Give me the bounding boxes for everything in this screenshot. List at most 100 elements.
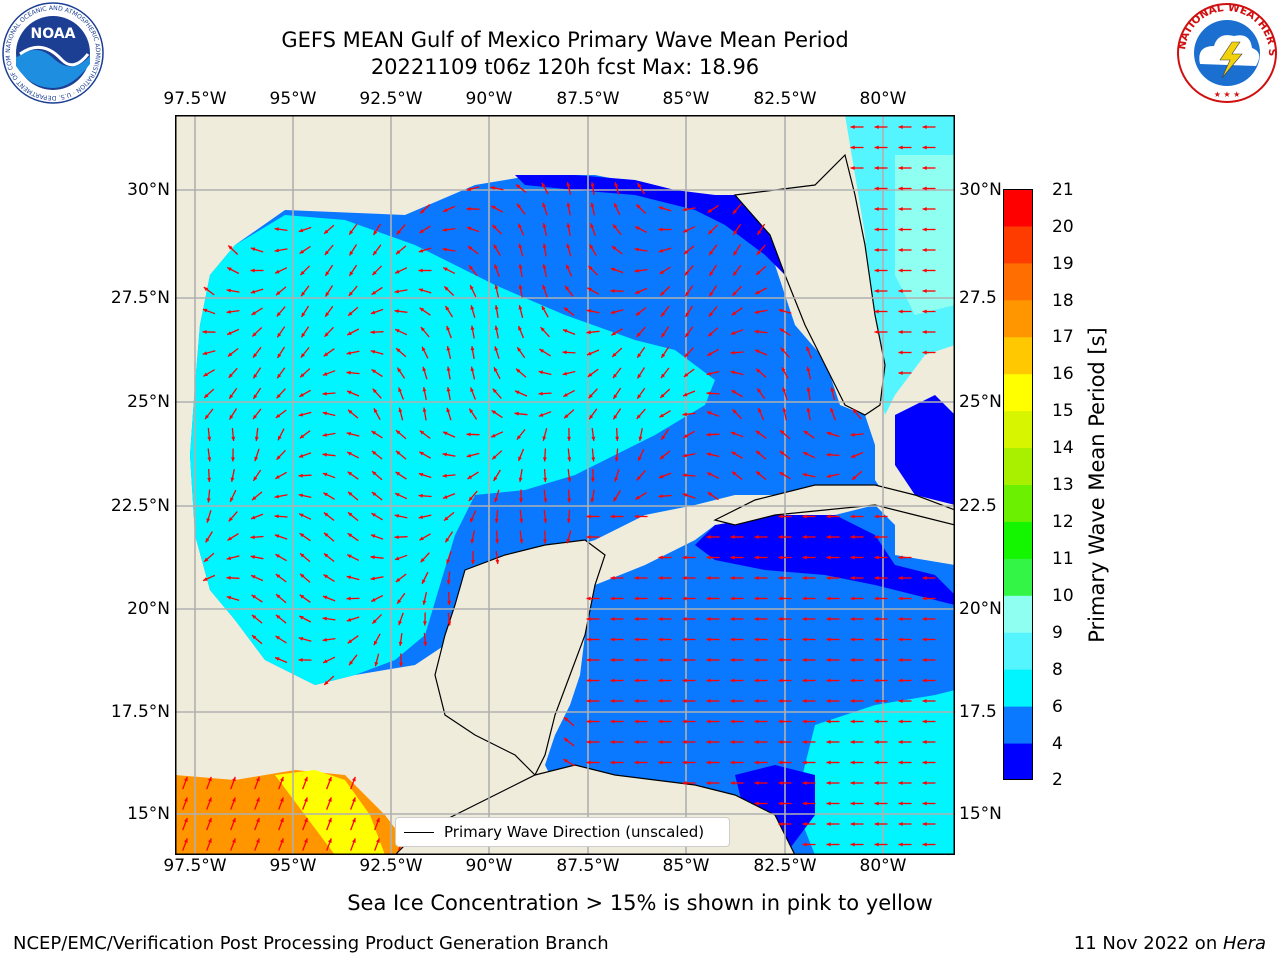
wave-vector-head — [226, 575, 231, 580]
wave-vector-head — [395, 471, 401, 476]
wave-vector-head — [757, 230, 762, 235]
wave-vector-head — [418, 472, 424, 477]
wave-vector-head — [226, 288, 231, 293]
wave-vector-head — [898, 371, 903, 375]
wave-vector-head — [419, 536, 424, 541]
wave-vector-head — [515, 390, 520, 395]
colorbar-segment — [1003, 558, 1033, 596]
wave-vector-head — [518, 305, 523, 310]
wave-vector-head — [494, 346, 499, 351]
wave-vector-head — [227, 267, 232, 272]
wave-vector-head — [922, 207, 927, 211]
wave-vector-head — [322, 433, 327, 437]
wave-vector-head — [347, 452, 352, 456]
wave-vector-head — [850, 555, 855, 560]
wave-vector-head — [610, 760, 615, 765]
wave-vector-head — [300, 353, 305, 358]
wave-vector-head — [706, 452, 712, 457]
wave-vector-head — [682, 453, 687, 458]
wave-vector-head — [658, 617, 663, 621]
wave-vector-head — [661, 312, 666, 317]
wave-vector-head — [922, 678, 927, 683]
lat-label-left: 30°N — [127, 180, 170, 200]
wave-vector-head — [567, 477, 572, 482]
wave-vector-head — [615, 436, 620, 441]
wave-vector-head — [418, 268, 423, 273]
wave-vector-head — [778, 596, 783, 601]
footer-date-text: 11 Nov 2022 on — [1073, 933, 1223, 954]
title-line-1: GEFS MEAN Gulf of Mexico Primary Wave Me… — [281, 28, 849, 52]
wave-vector-head — [874, 330, 879, 334]
wave-vector-head — [658, 206, 664, 211]
wave-vector-head — [591, 457, 596, 462]
wave-vector-head — [470, 346, 475, 351]
wave-vector-head — [398, 641, 403, 646]
wave-vector-head — [352, 776, 356, 782]
wave-vector-head — [227, 536, 232, 541]
wave-vector-head — [922, 248, 927, 252]
wave-vector-head — [298, 658, 303, 662]
wave-vector-head — [658, 678, 663, 683]
wave-vector-head — [706, 719, 711, 724]
wave-vector-head — [922, 658, 927, 662]
wave-vector-head — [394, 514, 399, 518]
wave-vector-head — [230, 477, 235, 482]
lon-label-bottom: 97.5°W — [163, 856, 227, 876]
wave-vector-head — [518, 223, 522, 229]
colorbar-tick: 10 — [1052, 586, 1074, 606]
lat-label-right: 22.5 — [959, 496, 997, 516]
wave-vector-head — [684, 250, 689, 255]
wave-vector-head — [922, 268, 927, 273]
wave-vector-head — [682, 760, 687, 765]
wave-vector-head — [682, 637, 687, 642]
wave-vector-head — [826, 617, 831, 621]
atlantic-cyan — [895, 155, 955, 315]
wave-vector-head — [635, 290, 640, 294]
wave-vector-head — [613, 497, 618, 502]
wave-vector-head — [826, 740, 831, 744]
wave-vector-head — [586, 740, 591, 744]
wave-vector-head — [874, 555, 879, 560]
wave-vector-head — [778, 617, 783, 621]
wave-vector-head — [202, 330, 207, 334]
wave-vector-head — [850, 576, 855, 580]
wave-vector-head — [803, 452, 808, 456]
wave-vector-head — [494, 264, 498, 269]
wave-vector-head — [423, 641, 428, 646]
lon-label-top: 90°W — [465, 89, 513, 109]
wave-vector-head — [590, 498, 595, 503]
wave-vector-head — [922, 227, 927, 232]
wave-vector-head — [806, 387, 811, 392]
wave-vector-head — [395, 269, 400, 274]
wave-vector-head — [754, 699, 759, 703]
lat-label-left: 27.5°N — [110, 288, 170, 308]
lat-label-left: 22.5°N — [110, 496, 170, 516]
wave-vector-head — [275, 269, 280, 274]
wave-vector-head — [564, 717, 569, 722]
wave-vector-head — [874, 186, 879, 191]
wave-vector-head — [446, 580, 451, 585]
wave-vector-head — [852, 409, 857, 414]
wave-vector-head — [304, 838, 308, 843]
wave-vector-head — [346, 575, 352, 580]
wave-vector-head — [397, 367, 402, 373]
wave-vector-head — [658, 576, 663, 580]
wave-vector-head — [682, 207, 687, 212]
wave-vector-head — [802, 576, 807, 580]
wave-vector-head — [323, 553, 329, 558]
wave-vector-head — [756, 250, 761, 255]
wave-vector-head — [802, 617, 807, 621]
wave-vector-head — [898, 186, 903, 191]
lat-label-right: 20°N — [959, 599, 1002, 619]
wave-vector-head — [298, 637, 304, 641]
wave-vector-head — [470, 305, 475, 310]
wave-vector-head — [898, 699, 903, 703]
wave-vector-head — [562, 371, 568, 376]
wave-vector-head — [730, 740, 735, 744]
wave-vector-head — [922, 760, 927, 765]
wave-vector-head — [371, 597, 376, 602]
wave-vector-head — [922, 145, 927, 150]
colorbar-segment — [1003, 189, 1033, 227]
wave-vector-head — [184, 797, 188, 802]
wave-vector-head — [898, 719, 903, 724]
